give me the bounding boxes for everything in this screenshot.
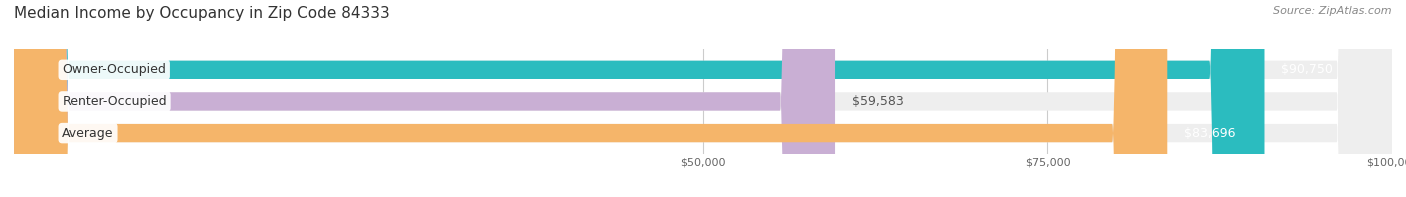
FancyBboxPatch shape: [14, 0, 1392, 197]
FancyBboxPatch shape: [14, 0, 1264, 197]
Text: Average: Average: [62, 127, 114, 140]
FancyBboxPatch shape: [14, 0, 1392, 197]
Text: Median Income by Occupancy in Zip Code 84333: Median Income by Occupancy in Zip Code 8…: [14, 6, 389, 21]
Text: $83,696: $83,696: [1184, 127, 1236, 140]
Text: Owner-Occupied: Owner-Occupied: [62, 63, 166, 76]
FancyBboxPatch shape: [14, 0, 835, 197]
Text: Renter-Occupied: Renter-Occupied: [62, 95, 167, 108]
FancyBboxPatch shape: [14, 0, 1167, 197]
Text: Source: ZipAtlas.com: Source: ZipAtlas.com: [1274, 6, 1392, 16]
Text: $90,750: $90,750: [1281, 63, 1333, 76]
Text: $59,583: $59,583: [852, 95, 903, 108]
FancyBboxPatch shape: [14, 0, 1392, 197]
